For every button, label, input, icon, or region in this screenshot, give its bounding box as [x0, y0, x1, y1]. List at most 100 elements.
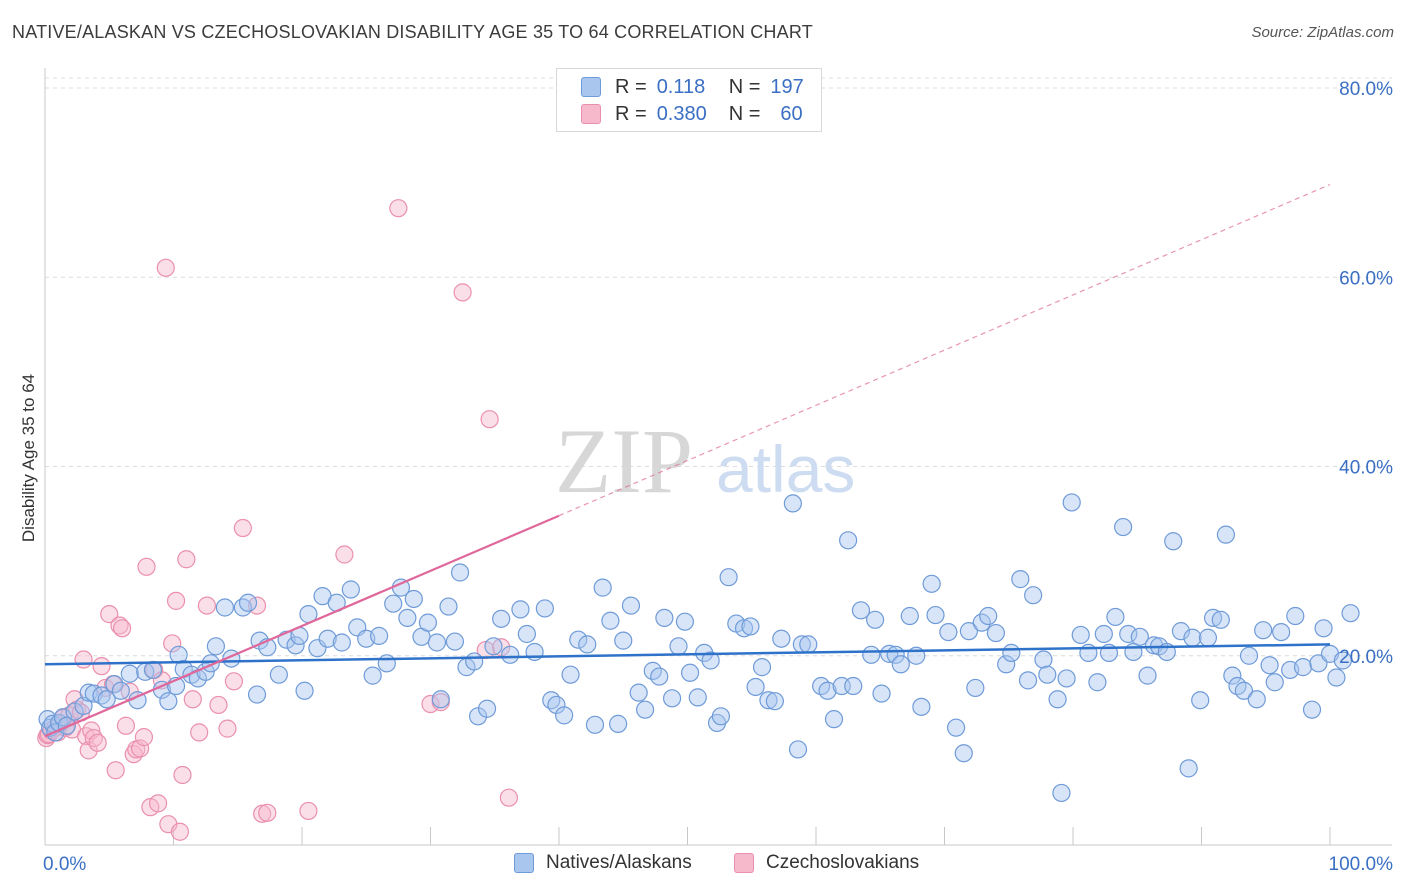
legend-item-czech[interactable]: Czechoslovakians	[734, 852, 919, 874]
point-czechoslovakians	[110, 616, 129, 635]
point-natives-alaskans	[979, 606, 998, 626]
point-natives-alaskans	[578, 635, 597, 654]
axes	[44, 68, 1392, 846]
point-czechoslovakians	[88, 733, 107, 752]
point-natives-alaskans	[1164, 532, 1183, 551]
point-czechoslovakians	[134, 728, 154, 747]
point-czechoslovakians	[233, 518, 252, 538]
point-natives-alaskans	[1094, 624, 1113, 644]
point-natives-alaskans	[966, 678, 985, 698]
point-natives-alaskans	[477, 699, 497, 718]
point-natives-alaskans	[1302, 700, 1322, 719]
point-czechoslovakians	[299, 801, 318, 821]
chart-title: NATIVE/ALASKAN VS CZECHOSLOVAKIAN DISABI…	[12, 22, 813, 42]
legend-row-natives: R = 0.118 N = 197	[581, 75, 804, 99]
point-natives-alaskans	[799, 635, 818, 654]
point-czechoslovakians	[173, 765, 192, 785]
point-natives-alaskans	[431, 690, 450, 709]
point-natives-alaskans	[159, 692, 178, 711]
point-natives-alaskans	[465, 652, 484, 671]
point-natives-alaskans	[363, 666, 382, 685]
point-czechoslovakians	[116, 716, 136, 735]
point-natives-alaskans	[53, 708, 73, 727]
point-czechoslovakians	[112, 619, 132, 638]
legend-swatch-natives	[514, 853, 534, 873]
point-natives-alaskans	[824, 710, 844, 729]
series-czechoslovakians	[37, 199, 518, 841]
point-natives-alaskans	[669, 637, 688, 656]
point-natives-alaskans	[404, 589, 423, 609]
point-natives-alaskans	[111, 681, 130, 700]
legend-r-label: R =	[615, 75, 647, 98]
point-natives-alaskans	[912, 697, 931, 716]
point-natives-alaskans	[650, 667, 669, 686]
point-natives-alaskans	[1216, 525, 1236, 544]
point-natives-alaskans	[734, 619, 754, 638]
point-natives-alaskans	[484, 637, 503, 656]
point-natives-alaskans	[1198, 628, 1218, 647]
point-natives-alaskans	[986, 623, 1006, 643]
point-natives-alaskans	[765, 692, 784, 711]
point-natives-alaskans	[1286, 606, 1305, 626]
point-natives-alaskans	[997, 655, 1016, 674]
point-czechoslovakians	[100, 605, 119, 624]
legend-swatch-czech	[734, 853, 754, 873]
gridlines	[45, 77, 1392, 657]
point-natives-alaskans	[880, 644, 899, 663]
point-natives-alaskans	[492, 609, 511, 628]
point-natives-alaskans	[97, 690, 116, 709]
point-natives-alaskans	[593, 578, 612, 597]
point-natives-alaskans	[621, 596, 641, 615]
point-natives-alaskans	[1223, 666, 1242, 685]
point-natives-alaskans	[972, 613, 991, 632]
point-natives-alaskans	[418, 613, 438, 632]
series-legend: Natives/Alaskans Czechoslovakians	[0, 850, 1406, 878]
point-czechoslovakians	[190, 723, 209, 742]
point-czechoslovakians	[209, 695, 228, 715]
trend-line-czech	[44, 514, 560, 738]
point-natives-alaskans	[1038, 665, 1057, 684]
point-natives-alaskans	[1183, 628, 1202, 647]
point-czechoslovakians	[130, 739, 150, 758]
correlation-legend: R = 0.118 N = 197 R = 0.380 N = 60	[556, 68, 822, 132]
point-natives-alaskans	[1114, 517, 1133, 537]
trend-line-natives	[44, 643, 1331, 666]
point-czechoslovakians	[389, 199, 408, 218]
point-natives-alaskans	[711, 707, 731, 726]
point-natives-alaskans	[1106, 607, 1125, 627]
point-natives-alaskans	[851, 601, 871, 620]
point-natives-alaskans	[900, 606, 919, 626]
point-natives-alaskans	[939, 622, 958, 642]
point-natives-alaskans	[1130, 627, 1149, 646]
point-natives-alaskans	[1179, 759, 1198, 778]
point-natives-alaskans	[450, 563, 470, 582]
point-czechoslovakians	[170, 822, 190, 841]
point-natives-alaskans	[688, 688, 707, 707]
point-natives-alaskans	[783, 494, 802, 513]
point-natives-alaskans	[247, 685, 267, 704]
point-natives-alaskans	[1071, 625, 1090, 645]
watermark-atlas: atlas	[716, 432, 855, 506]
point-natives-alaskans	[1138, 666, 1157, 685]
point-natives-alaskans	[1341, 604, 1360, 623]
legend-swatch-natives	[581, 77, 601, 97]
point-natives-alaskans	[561, 665, 580, 684]
point-natives-alaskans	[295, 681, 314, 700]
legend-n-label: N =	[728, 102, 761, 125]
point-natives-alaskans	[959, 622, 979, 641]
point-natives-alaskans	[1057, 669, 1076, 688]
point-natives-alaskans	[286, 636, 305, 655]
legend-item-natives[interactable]: Natives/Alaskans	[514, 852, 692, 874]
point-czechoslovakians	[253, 804, 272, 823]
point-natives-alaskans	[1119, 624, 1138, 644]
point-natives-alaskans	[215, 598, 234, 617]
legend-swatch-czech	[581, 104, 601, 124]
point-natives-alaskans	[1024, 586, 1043, 605]
point-natives-alaskans	[954, 744, 973, 763]
point-natives-alaskans	[1211, 610, 1230, 629]
point-natives-alaskans	[398, 608, 417, 628]
point-czechoslovakians	[335, 545, 354, 564]
series-natives-alaskans	[38, 493, 1360, 803]
point-natives-alaskans	[341, 580, 360, 599]
point-natives-alaskans	[629, 683, 648, 702]
